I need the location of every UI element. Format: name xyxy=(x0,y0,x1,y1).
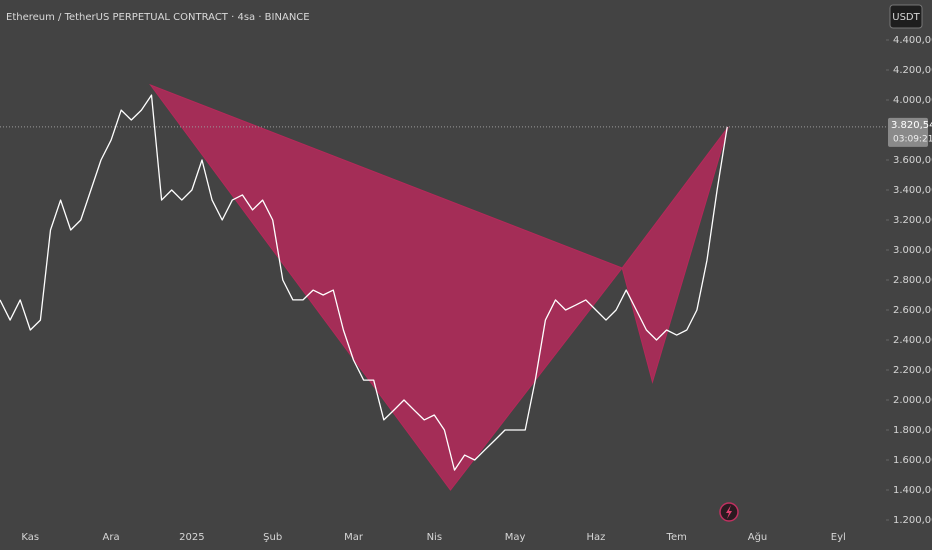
x-tick-label: 2025 xyxy=(179,532,204,543)
y-tick-label: 2.800,00 xyxy=(893,275,932,286)
price-line xyxy=(0,94,728,471)
x-tick-label: Tem xyxy=(666,532,687,543)
y-tick-label: 3.200,00 xyxy=(893,215,932,226)
last-price-box xyxy=(888,117,928,147)
y-tick-label: 3.600,00 xyxy=(893,155,932,166)
last-price-label: 3.820,54 xyxy=(891,120,932,131)
alert-icon[interactable] xyxy=(719,502,739,522)
harmonic-pattern xyxy=(621,126,729,384)
x-tick-label: Ara xyxy=(103,532,120,543)
y-tick-label: 1.400,00 xyxy=(893,485,932,496)
x-tick-label: May xyxy=(505,532,526,543)
harmonic-pattern xyxy=(149,83,623,491)
y-tick-label: 1.600,00 xyxy=(893,455,932,466)
y-tick-label: 4.000,00 xyxy=(893,95,932,106)
x-tick-label: Şub xyxy=(263,532,282,543)
currency-label[interactable]: USDT xyxy=(892,12,920,23)
y-tick-label: 2.400,00 xyxy=(893,335,932,346)
x-tick-label: Eyl xyxy=(831,532,846,543)
currency-button[interactable] xyxy=(889,4,923,29)
x-tick-label: Mar xyxy=(344,532,364,543)
y-tick-label: 2.200,00 xyxy=(893,365,932,376)
countdown-label: 03:09:21 xyxy=(893,134,932,144)
y-tick-label: 1.800,00 xyxy=(893,425,932,436)
x-tick-label: Haz xyxy=(586,532,605,543)
y-tick-label: 1.200,00 xyxy=(893,515,932,526)
x-tick-label: Ağu xyxy=(748,531,768,543)
y-tick-label: 2.000,00 xyxy=(893,395,932,406)
y-tick-label: 3.000,00 xyxy=(893,245,932,256)
x-tick-label: Kas xyxy=(21,532,39,543)
chart-title: Ethereum / TetherUS PERPETUAL CONTRACT ·… xyxy=(6,12,310,23)
x-tick-label: Nis xyxy=(427,532,442,543)
y-tick-label: 4.400,00 xyxy=(893,35,932,46)
y-tick-label: 3.400,00 xyxy=(893,185,932,196)
y-tick-label: 2.600,00 xyxy=(893,305,932,316)
y-tick-label: 4.200,00 xyxy=(893,65,932,76)
